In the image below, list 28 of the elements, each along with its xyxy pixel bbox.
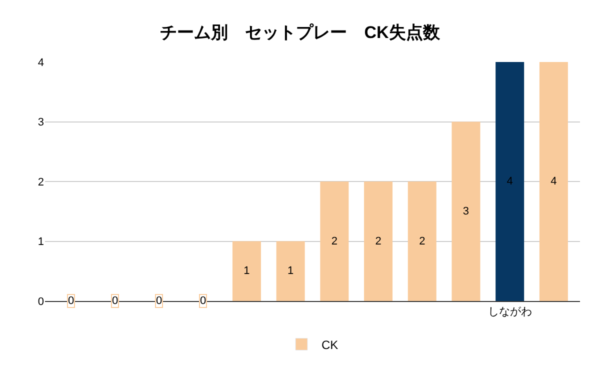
data-label: 0: [200, 295, 206, 307]
data-label: 2: [331, 235, 338, 248]
data-label: 4: [506, 176, 513, 188]
x-tick-label: しながわ: [488, 306, 532, 318]
data-label: 3: [462, 205, 470, 218]
data-label: 2: [419, 235, 426, 248]
chart-title: チーム別 セットプレー CK失点数: [160, 22, 441, 42]
data-label: 1: [244, 265, 250, 278]
y-tick-label: 4: [38, 56, 44, 69]
bar: [452, 122, 480, 301]
bar: [364, 182, 393, 301]
y-tick-label: 2: [38, 176, 44, 188]
data-label: 2: [375, 235, 382, 248]
y-tick-label: 3: [38, 116, 44, 129]
bar: [539, 62, 568, 301]
data-label: 1: [288, 265, 294, 278]
data-label: 0: [112, 295, 118, 307]
bar: [232, 241, 261, 301]
data-label: 4: [550, 176, 557, 188]
bar: [276, 241, 305, 301]
bar: [320, 182, 349, 301]
y-tick-label: 0: [38, 296, 44, 308]
bar: [496, 62, 524, 301]
bar: [408, 182, 436, 301]
data-label: 0: [156, 295, 162, 307]
legend-label: CK: [322, 338, 338, 352]
data-label: 0: [68, 295, 74, 307]
y-tick-label: 1: [38, 236, 44, 248]
